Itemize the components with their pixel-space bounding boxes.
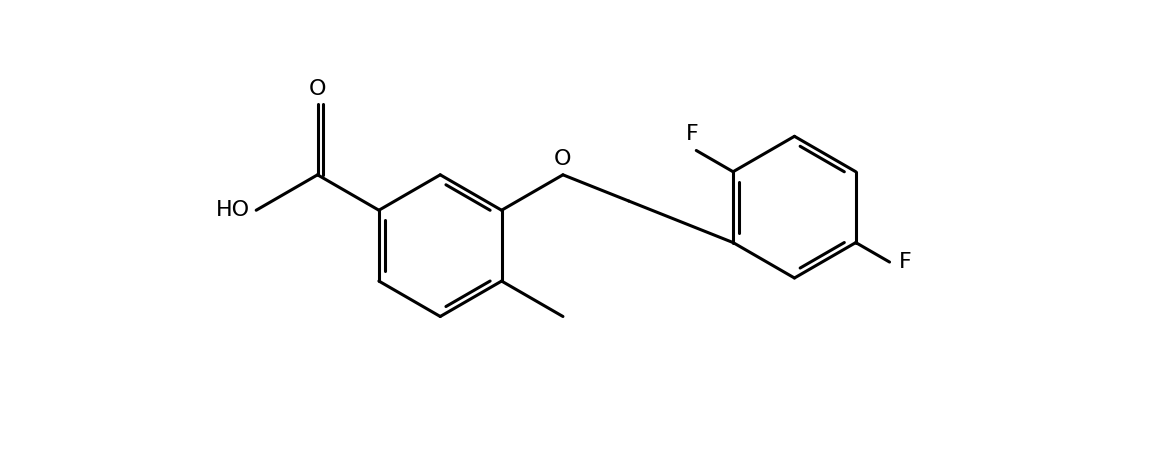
Text: HO: HO: [215, 200, 250, 220]
Text: F: F: [686, 124, 698, 144]
Text: F: F: [899, 252, 911, 272]
Text: O: O: [309, 79, 327, 99]
Text: O: O: [555, 150, 572, 170]
